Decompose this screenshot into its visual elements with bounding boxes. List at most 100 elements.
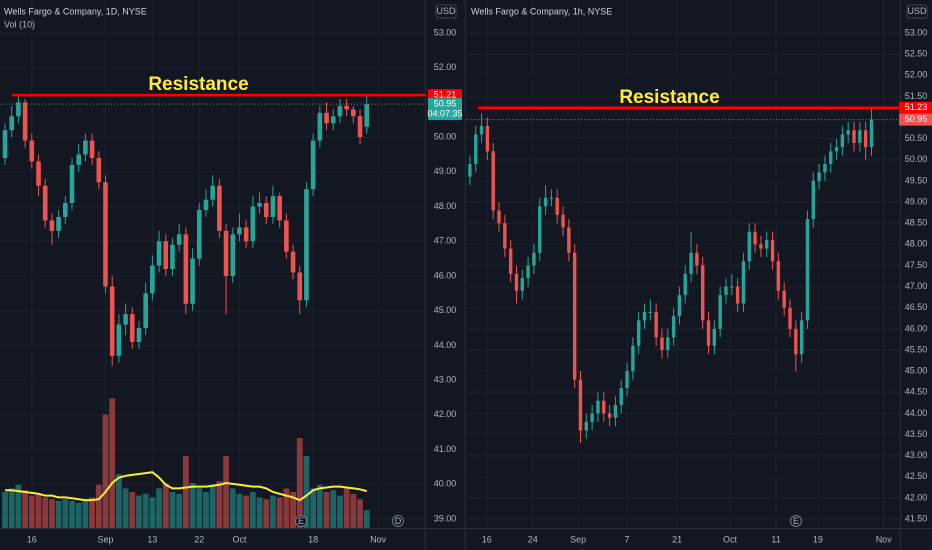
candle-body (794, 328, 798, 355)
volume-bar (28, 495, 35, 528)
candle-body (76, 154, 82, 165)
candle-body (89, 140, 95, 158)
candle-body (741, 261, 746, 304)
candle-body (706, 320, 711, 346)
candle-body (257, 203, 262, 207)
event-marker (295, 515, 307, 527)
y-tick-label: 40.00 (434, 479, 457, 489)
volume-bar (236, 493, 243, 528)
volume-bar (357, 499, 363, 528)
y-tick-label: 47.50 (905, 260, 928, 270)
candle-body (642, 311, 647, 321)
candle-body (829, 151, 833, 165)
candle-body (869, 119, 874, 148)
x-tick-label: Sep (570, 534, 586, 544)
volume-bar (330, 490, 337, 528)
candle-body (210, 185, 215, 200)
x-tick-label: 16 (27, 534, 37, 544)
candle-body (782, 290, 786, 308)
candle-body (36, 161, 41, 186)
y-tick-label: 44.00 (905, 408, 928, 418)
candle-body (660, 337, 664, 351)
candle-body (712, 328, 717, 346)
candle-body (695, 252, 699, 266)
candle-body (584, 421, 589, 431)
candle-body (567, 227, 571, 253)
last-price-box (899, 113, 932, 126)
candle-body (163, 241, 169, 270)
y-tick-label: 44.00 (434, 340, 457, 350)
candle-body (543, 197, 548, 207)
candle-body (22, 102, 28, 141)
y-tick-label: 49.00 (434, 166, 457, 176)
candle-body (330, 116, 336, 124)
volume-bar (296, 438, 303, 528)
candle-body (555, 197, 559, 215)
volume-bar (75, 502, 82, 528)
volume-bar (2, 492, 8, 528)
candle-body (277, 196, 282, 221)
x-tick-label: 16 (482, 534, 492, 544)
candle-body (96, 157, 102, 183)
candle-body (63, 203, 68, 217)
resistance-label: Resistance (148, 74, 248, 95)
candle-body (596, 400, 600, 414)
candle-body (42, 185, 48, 221)
y-tick-label: 44.50 (905, 387, 928, 397)
y-tick-label: 47.00 (905, 281, 928, 291)
volume-bar (156, 488, 162, 528)
x-tick-label: 7 (625, 534, 630, 544)
chart-title: Wells Fargo & Company, 1D, NYSE (4, 6, 147, 16)
volume-bar (35, 493, 42, 528)
y-tick-label: 52.00 (434, 62, 457, 72)
candle-body (190, 258, 195, 304)
candle-body (129, 314, 135, 342)
price-box (428, 89, 462, 102)
y-tick-label: 42.00 (434, 409, 457, 419)
y-tick-label: 46.00 (905, 323, 928, 333)
candle-body (578, 379, 583, 431)
candle-body (485, 125, 490, 152)
x-tick-label: Sep (97, 534, 113, 544)
candle-body (150, 265, 155, 294)
y-tick-label: 42.50 (905, 471, 928, 481)
x-tick-label: 22 (194, 534, 204, 544)
x-tick-label: 24 (528, 534, 538, 544)
y-tick-label: 53.00 (434, 27, 457, 37)
y-tick-label: 48.00 (905, 239, 928, 249)
candle-body (765, 240, 769, 249)
currency-label: USD (436, 6, 456, 16)
candle-body (324, 112, 329, 124)
volume-bar (223, 456, 229, 528)
y-tick-label: 48.00 (434, 201, 457, 211)
volume-bar (8, 488, 15, 528)
last-price-label: 50.95 (905, 114, 928, 124)
candle-body (718, 295, 722, 329)
event-marker (790, 515, 802, 527)
candle-body (143, 293, 148, 329)
candle-body (590, 413, 594, 422)
event-label: E (298, 516, 304, 526)
volume-bar (337, 495, 343, 528)
y-tick-label: 43.50 (905, 429, 928, 439)
volume-bar (129, 492, 136, 528)
volume-bar (229, 488, 236, 528)
candle-body (572, 252, 577, 380)
candle-body (290, 251, 296, 273)
candle-body (297, 272, 303, 301)
x-tick-label: Nov (876, 534, 893, 544)
candle-body (852, 130, 856, 143)
candle-body (631, 345, 635, 372)
volume-label: Vol (10) (4, 19, 35, 29)
volume-bar (256, 497, 263, 528)
volume-bar (209, 484, 216, 528)
candle-body (250, 206, 256, 242)
candle-body (613, 404, 618, 418)
volume-bar (136, 495, 142, 528)
candle-body (677, 295, 682, 317)
currency-label: USD (907, 6, 927, 16)
candle-body (203, 199, 209, 211)
volume-bar (310, 488, 317, 528)
candle-body (69, 164, 75, 204)
candle-body (263, 203, 269, 217)
